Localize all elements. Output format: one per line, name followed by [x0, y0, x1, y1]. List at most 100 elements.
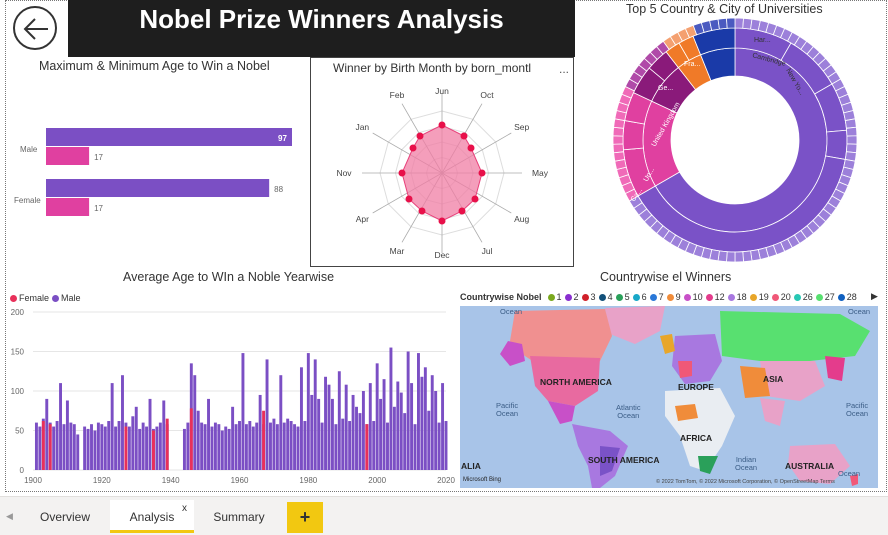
- bar-female[interactable]: [189, 408, 193, 470]
- bar-male[interactable]: [103, 426, 107, 470]
- bar-male[interactable]: [441, 383, 445, 470]
- bar-male[interactable]: [420, 376, 424, 470]
- sunburst-outer-segment[interactable]: [612, 135, 624, 145]
- bar-male[interactable]: [386, 422, 389, 470]
- bar-male[interactable]: [389, 347, 393, 470]
- bar-max-female[interactable]: [46, 179, 270, 197]
- radar-point[interactable]: [398, 169, 406, 177]
- map-legend-item[interactable]: 19: [758, 292, 769, 302]
- bar-male[interactable]: [207, 398, 210, 470]
- radar-area[interactable]: [401, 124, 483, 222]
- map-legend-item[interactable]: 6: [641, 292, 647, 302]
- bar-male[interactable]: [244, 424, 248, 470]
- bar-male[interactable]: [310, 394, 314, 470]
- bar-male[interactable]: [251, 426, 255, 470]
- bar-male[interactable]: [348, 421, 352, 470]
- bar-female[interactable]: [124, 426, 128, 470]
- bar-male[interactable]: [406, 351, 410, 471]
- bar-male[interactable]: [45, 398, 49, 470]
- bar-max-male[interactable]: [46, 128, 292, 146]
- sunburst-outer-segment[interactable]: [612, 143, 625, 154]
- bar-male[interactable]: [403, 413, 407, 470]
- bar-male[interactable]: [131, 416, 135, 470]
- bar-male[interactable]: [182, 428, 186, 470]
- bar-male[interactable]: [59, 383, 62, 470]
- map-legend-item[interactable]: 27: [824, 292, 835, 302]
- bar-female[interactable]: [151, 430, 155, 471]
- bar-male[interactable]: [255, 422, 259, 470]
- bar-male[interactable]: [110, 383, 114, 470]
- radar-point[interactable]: [409, 144, 417, 152]
- bar-male[interactable]: [327, 384, 331, 470]
- close-icon[interactable]: x: [182, 503, 187, 514]
- radar-point[interactable]: [471, 195, 479, 203]
- bar-male[interactable]: [299, 367, 303, 470]
- bar-male[interactable]: [231, 406, 235, 470]
- radar-point[interactable]: [438, 121, 446, 129]
- sunburst-outer-segment[interactable]: [734, 17, 744, 29]
- sunburst-outer-segment[interactable]: [845, 143, 858, 154]
- bar-male[interactable]: [296, 426, 300, 470]
- bar-male[interactable]: [100, 424, 104, 470]
- tab-overview[interactable]: Overview: [39, 510, 90, 524]
- sunburst-city-segment[interactable]: [622, 120, 645, 151]
- map-legend-item[interactable]: 20: [780, 292, 791, 302]
- bar-female[interactable]: [262, 410, 266, 470]
- bar-male[interactable]: [334, 424, 338, 470]
- map-legend-item[interactable]: 5: [624, 292, 630, 302]
- bar-male[interactable]: [158, 422, 162, 470]
- bar-male[interactable]: [93, 430, 97, 471]
- map-legend-item[interactable]: 9: [675, 292, 681, 302]
- bar-male[interactable]: [224, 426, 228, 470]
- sunburst-outer-segment[interactable]: [726, 251, 736, 263]
- sunburst-outer-segment[interactable]: [844, 118, 857, 129]
- sunburst-outer-segment[interactable]: [742, 250, 753, 263]
- radar-point[interactable]: [460, 132, 468, 140]
- bar-male[interactable]: [76, 434, 80, 470]
- bar-male[interactable]: [275, 424, 279, 470]
- bar-male[interactable]: [227, 428, 231, 470]
- bar-male[interactable]: [293, 424, 297, 470]
- bar-male[interactable]: [341, 418, 345, 470]
- map-attribution[interactable]: © 2022 TomTom, © 2022 Microsoft Corporat…: [656, 479, 835, 485]
- map-legend-item[interactable]: 2: [573, 292, 579, 302]
- bar-male[interactable]: [196, 410, 200, 470]
- bar-male[interactable]: [375, 363, 379, 470]
- bar-male[interactable]: [148, 398, 152, 470]
- map-legend-item[interactable]: 1: [556, 292, 562, 302]
- bar-min-male[interactable]: [46, 147, 90, 165]
- bar-male[interactable]: [306, 353, 310, 470]
- bar-male[interactable]: [186, 422, 190, 470]
- bar-male[interactable]: [303, 421, 307, 470]
- bar-male[interactable]: [121, 375, 124, 470]
- bar-male[interactable]: [203, 424, 207, 470]
- map-legend-item[interactable]: 26: [802, 292, 813, 302]
- bar-male[interactable]: [83, 426, 87, 470]
- sunburst-outer-segment[interactable]: [845, 126, 858, 137]
- world-map[interactable]: Ocean Ocean Pacific Ocean Atlantic Ocean…: [460, 306, 878, 488]
- back-button[interactable]: [13, 6, 57, 50]
- bar-male[interactable]: [434, 391, 438, 470]
- bar-male[interactable]: [317, 398, 321, 470]
- more-options-icon[interactable]: ...: [558, 62, 569, 76]
- bar-male[interactable]: [248, 421, 252, 470]
- bar-male[interactable]: [127, 426, 131, 470]
- radar-point[interactable]: [405, 195, 413, 203]
- bar-male[interactable]: [358, 413, 362, 470]
- bar-male[interactable]: [217, 424, 221, 470]
- bar-male[interactable]: [114, 426, 118, 470]
- map-legend-item[interactable]: 10: [692, 292, 703, 302]
- add-page-button[interactable]: +: [287, 502, 323, 533]
- bar-male[interactable]: [382, 379, 386, 470]
- bar-male[interactable]: [138, 428, 142, 470]
- map-legend-item[interactable]: 28: [846, 292, 857, 302]
- bar-male[interactable]: [55, 421, 59, 470]
- bar-male[interactable]: [272, 418, 276, 470]
- bar-male[interactable]: [417, 353, 420, 470]
- bar-male[interactable]: [361, 391, 365, 470]
- bar-male[interactable]: [355, 406, 358, 470]
- bar-male[interactable]: [351, 394, 355, 470]
- legend-female[interactable]: Female: [19, 293, 50, 303]
- bar-male[interactable]: [265, 359, 269, 470]
- bar-male[interactable]: [330, 398, 334, 470]
